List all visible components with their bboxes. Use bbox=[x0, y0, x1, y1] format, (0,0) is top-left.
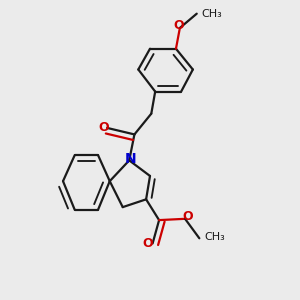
Text: N: N bbox=[125, 152, 136, 166]
Text: CH₃: CH₃ bbox=[201, 9, 222, 19]
Text: O: O bbox=[183, 210, 194, 223]
Text: O: O bbox=[98, 122, 109, 134]
Text: O: O bbox=[173, 20, 184, 32]
Text: O: O bbox=[142, 237, 153, 250]
Text: CH₃: CH₃ bbox=[205, 232, 225, 242]
